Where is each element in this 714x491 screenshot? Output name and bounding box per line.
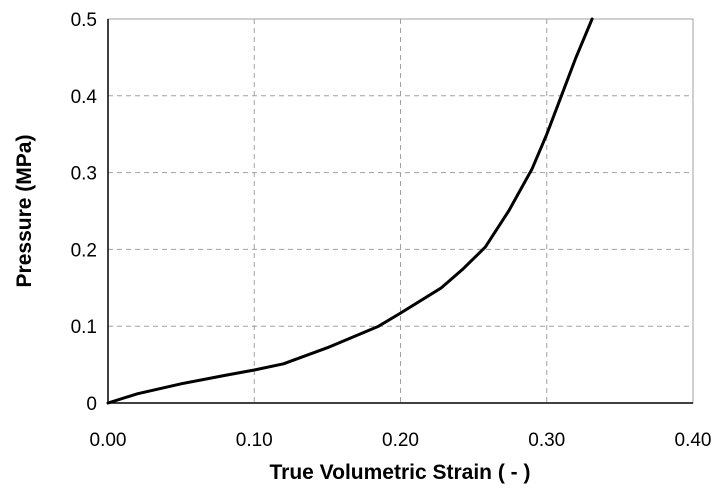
y-tick-label: 0.1 — [71, 317, 97, 338]
y-tick-label: 0.2 — [71, 240, 97, 261]
x-axis-title: True Volumetric Strain ( - ) — [270, 461, 531, 484]
x-tick-label: 0.30 — [528, 430, 565, 451]
x-tick-label: 0.10 — [236, 430, 273, 451]
y-tick-labels: 0 0.1 0.2 0.3 0.4 0.5 — [71, 10, 98, 415]
series-layer — [106, 17, 594, 405]
y-tick-label: 0.3 — [71, 164, 97, 185]
x-tick-label: 0.00 — [90, 430, 127, 451]
x-tick-label: 0.20 — [382, 430, 419, 451]
grid — [108, 19, 693, 403]
x-tick-labels: 0.00 0.10 0.20 0.30 0.40 — [90, 430, 712, 451]
x-tick-label: 0.40 — [675, 430, 712, 451]
y-tick-label: 0.4 — [71, 87, 98, 108]
y-axis-title: Pressure (MPa) — [13, 135, 36, 288]
series-line — [106, 17, 594, 405]
y-tick-label: 0 — [86, 394, 97, 415]
y-tick-label: 0.5 — [71, 10, 97, 31]
